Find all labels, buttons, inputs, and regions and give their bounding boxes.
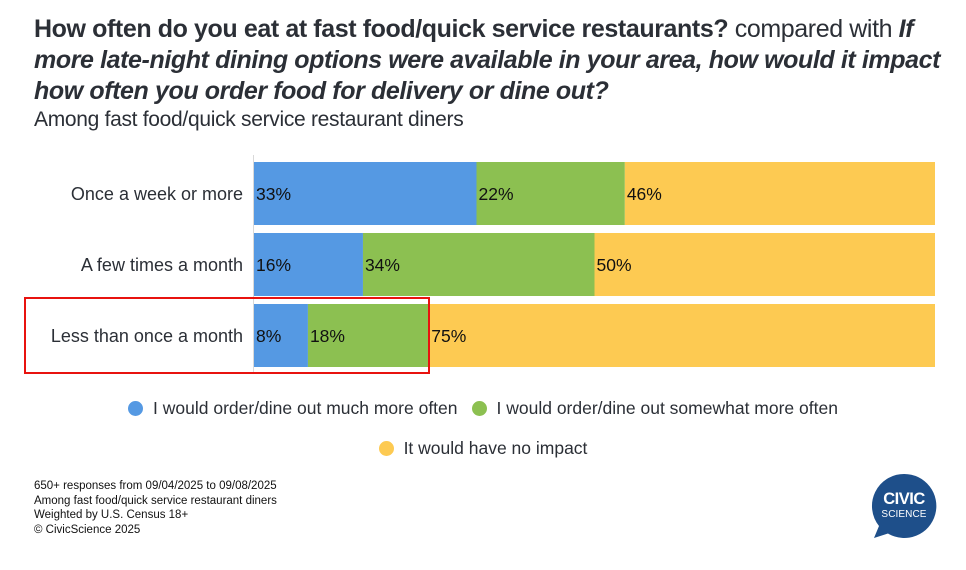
civicscience-logo: CIVIC SCIENCE xyxy=(871,473,937,538)
footnote-responses: 650+ responses from 09/04/2025 to 09/08/… xyxy=(34,480,277,492)
footnote-population: Among fast food/quick service restaurant… xyxy=(34,494,277,507)
bar-segment xyxy=(254,162,477,225)
legend-label: I would order/dine out somewhat more oft… xyxy=(496,398,838,418)
data-label: 16% xyxy=(256,255,291,275)
data-label: 46% xyxy=(627,184,662,204)
bar-segment xyxy=(594,233,935,296)
category-label: A few times a month xyxy=(81,255,243,275)
data-label: 34% xyxy=(365,255,400,275)
data-label: 50% xyxy=(597,255,632,275)
legend-item-somewhat-more: I would order/dine out somewhat more oft… xyxy=(471,398,838,419)
bar-segment xyxy=(476,162,625,225)
bar-segment xyxy=(362,233,595,296)
footnote-weighting: Weighted by U.S. Census 18+ xyxy=(34,509,189,521)
legend-dot-yellow-icon xyxy=(378,441,394,456)
data-label: 22% xyxy=(479,184,514,204)
bar-segment xyxy=(307,304,430,367)
legend-row-1: I would order/dine out much more often I… xyxy=(0,398,966,419)
chart-title: How often do you eat at fast food/quick … xyxy=(34,14,954,107)
data-label: 8% xyxy=(256,326,281,346)
legend-item-no-impact: It would have no impact xyxy=(378,438,588,459)
title-connector: compared with xyxy=(728,15,899,43)
bar-segment xyxy=(429,304,935,367)
legend: I would order/dine out much more often I… xyxy=(0,398,966,459)
bar-segment xyxy=(624,162,935,225)
legend-row-2: It would have no impact xyxy=(0,438,966,459)
category-label: Once a week or more xyxy=(71,184,243,204)
data-label: 18% xyxy=(310,326,345,346)
footnotes: 650+ responses from 09/04/2025 to 09/08/… xyxy=(34,479,277,537)
logo-text-science: SCIENCE xyxy=(881,509,926,520)
footnote-copyright: © CivicScience 2025 xyxy=(34,523,141,536)
data-label: 75% xyxy=(431,326,466,346)
legend-dot-blue-icon xyxy=(128,401,144,416)
category-label: Less than once a month xyxy=(51,326,243,346)
title-question-secondary: If more late-night dining options were a… xyxy=(34,15,941,105)
title-question-primary: How often do you eat at fast food/quick … xyxy=(34,15,729,43)
bar-segment xyxy=(254,233,363,296)
chart-subtitle: Among fast food/quick service restaurant… xyxy=(34,108,464,131)
bar-segment xyxy=(254,304,308,367)
stacked-bar-chart: 33% 22% 46% 16% 34% 50% 8% 18% 75% Once a week o… xyxy=(51,155,935,372)
title-block: How often do you eat at fast food/quick … xyxy=(34,14,954,133)
bars-layer: 33% 22% 46% 16% 34% 50% 8% 18% 75% xyxy=(254,162,935,367)
legend-label: It would have no impact xyxy=(403,438,588,458)
category-labels: Once a week or more A few times a month Le… xyxy=(51,184,243,346)
legend-item-much-more: I would order/dine out much more often xyxy=(128,398,458,419)
legend-label: I would order/dine out much more often xyxy=(153,398,458,418)
logo-text-civic: CIVIC xyxy=(883,490,925,508)
logo-speech-bubble-icon xyxy=(871,473,937,538)
legend-dot-green-icon xyxy=(471,401,487,416)
data-label: 33% xyxy=(256,184,291,204)
